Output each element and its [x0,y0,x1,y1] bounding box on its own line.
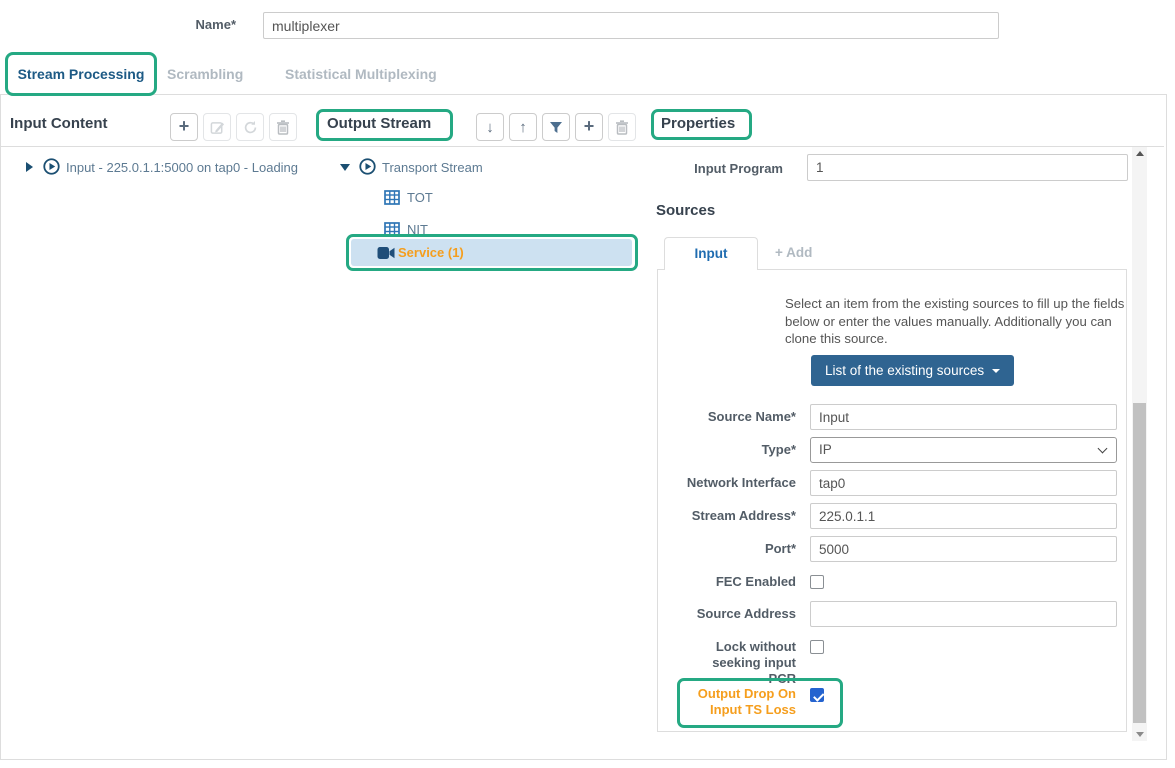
source-name-field[interactable] [810,404,1117,430]
port-label: Port* [764,541,796,556]
edit-icon [210,120,225,135]
network-interface-field[interactable] [810,470,1117,496]
scroll-down-button[interactable] [1132,728,1147,741]
expand-caret-icon[interactable] [26,162,33,172]
type-select[interactable]: IP [810,437,1117,463]
tree-item-input-label: Input - 225.0.1.1:5000 on tap0 - Loading [66,160,299,175]
input-content-title: Input Content [10,115,108,132]
stream-address-row: Stream Address* [658,503,1126,531]
port-field[interactable] [810,536,1117,562]
list-sources-button-label: List of the existing sources [825,363,985,378]
arrow-up-icon: ↑ [519,118,527,136]
output-stream-title: Output Stream [327,115,432,132]
delete-input-button[interactable] [269,113,297,141]
move-down-button[interactable]: ↓ [476,113,504,141]
delete-output-button[interactable] [608,113,636,141]
tab-statistical-multiplexing[interactable]: Statistical Multiplexing [285,66,437,82]
dropdown-caret-icon [992,368,1001,373]
add-output-button[interactable]: + [575,113,603,141]
sources-description: Select an item from the existing sources… [785,296,1125,346]
plus-icon: + [583,116,595,136]
lock-pcr-checkbox[interactable] [810,640,824,654]
fec-enabled-checkbox[interactable] [810,575,824,589]
type-row: Type* IP [658,437,1126,465]
plus-icon: + [178,116,190,136]
filter-icon [549,121,563,134]
source-address-row: Source Address [658,601,1126,629]
tree-item-nit-label: NIT [407,222,428,237]
tab-scrambling[interactable]: Scrambling [167,66,244,82]
add-input-button[interactable]: + [170,113,198,141]
input-program-label: Input Program [694,161,783,176]
network-interface-row: Network Interface [658,470,1126,498]
header-divider [1,146,1164,147]
trash-icon [615,119,629,135]
move-up-button[interactable]: ↑ [509,113,537,141]
edit-input-button[interactable] [203,113,231,141]
fec-enabled-row: FEC Enabled [658,569,1126,595]
type-select-value: IP [819,442,832,457]
tab-stream-processing-label: Stream Processing [17,66,145,82]
stream-processing-panel: Input Content + [0,94,1167,760]
stream-address-field[interactable] [810,503,1117,529]
scroll-down-icon [1135,732,1144,737]
name-label: Name* [195,17,236,32]
scroll-up-icon [1135,151,1144,156]
refresh-icon [243,120,258,135]
lock-pcr-row: Lock without seeking input PCR [658,637,1126,686]
network-interface-label: Network Interface [686,475,796,490]
filter-button[interactable] [542,113,570,141]
source-address-label: Source Address [696,606,796,621]
stream-address-label: Stream Address* [691,508,796,523]
source-address-field[interactable] [810,601,1117,627]
play-icon [43,158,60,180]
input-content-toolbar: + [170,113,297,141]
sources-panel: Select an item from the existing sources… [657,269,1127,732]
tree-item-tot-label: TOT [407,190,433,205]
lock-pcr-label: Lock without seeking input PCR [712,639,796,686]
play-icon [359,158,376,180]
input-program-field[interactable] [807,154,1128,181]
scroll-up-button[interactable] [1132,147,1147,160]
list-sources-button[interactable]: List of the existing sources [811,355,1015,386]
fec-enabled-label: FEC Enabled [715,574,796,589]
trash-icon [276,119,290,135]
tab-sources-add[interactable]: + Add [775,245,813,260]
type-label: Type* [761,442,796,457]
output-drop-label: Output Drop On Input TS Loss [697,686,796,717]
source-name-label: Source Name* [707,409,796,424]
table-icon [384,222,400,242]
camera-icon [377,246,395,265]
refresh-input-button[interactable] [236,113,264,141]
output-stream-toolbar: ↓ ↑ + [476,113,636,141]
port-row: Port* [658,536,1126,564]
tree-item-service-label: Service (1) [398,245,464,260]
properties-scrollbar[interactable] [1132,147,1147,741]
table-icon [384,190,400,210]
tree-item-transport-stream-label: Transport Stream [382,160,483,175]
tree-item-service[interactable]: Service (1) [351,239,632,266]
name-input[interactable] [263,12,999,39]
output-drop-row: Output Drop On Input TS Loss [658,684,1126,724]
properties-title: Properties [661,115,736,132]
scrollbar-thumb[interactable] [1133,403,1146,723]
collapse-caret-icon[interactable] [340,164,350,171]
source-name-row: Source Name* [658,404,1126,432]
sources-heading: Sources [656,202,716,219]
tab-sources-input[interactable]: Input [664,237,758,270]
arrow-down-icon: ↓ [486,118,494,136]
output-drop-checkbox[interactable] [810,688,824,702]
chevron-down-icon [1097,443,1108,454]
tab-stream-processing[interactable]: Stream Processing [5,52,157,96]
